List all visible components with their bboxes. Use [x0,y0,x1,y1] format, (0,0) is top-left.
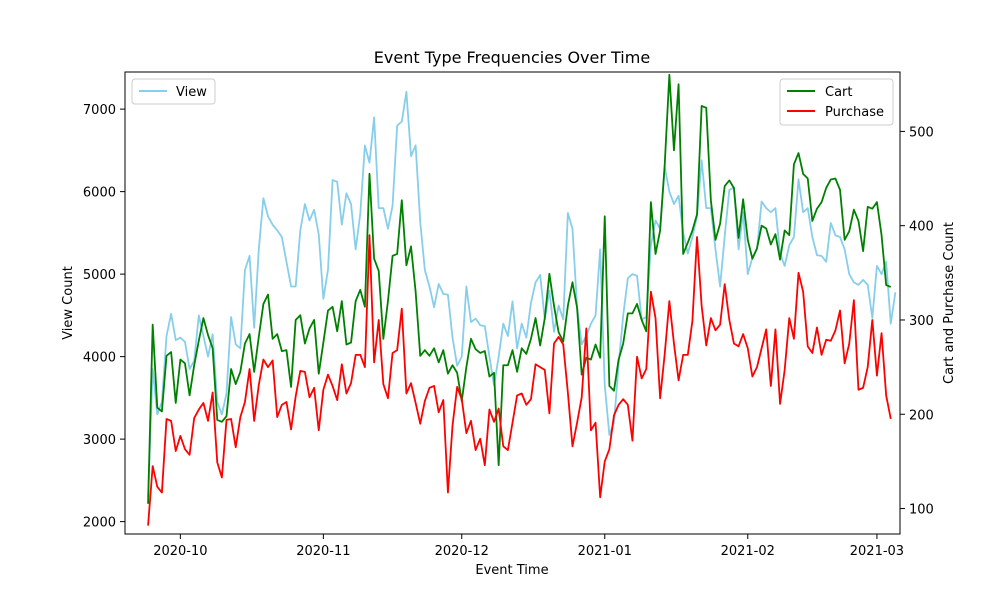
x-tick-label: 2021-02 [721,544,775,559]
series-layer [147,73,897,526]
left-y-tick-label: 3000 [83,433,116,448]
legend-left: View [131,78,216,105]
plot-frame [124,71,901,535]
left-y-tick-label: 7000 [83,103,116,118]
chart-title: Event Type Frequencies Over Time [374,48,650,67]
left-y-tick-label: 6000 [83,186,116,201]
right-y-tick-label: 200 [909,408,934,423]
left-y-tick-label: 2000 [83,516,116,531]
right-y-tick-label: 300 [909,314,934,329]
left-y-tick-label: 4000 [83,351,116,366]
legend-right: Cart Purchase [779,78,894,126]
right-y-tick-label: 100 [909,503,934,518]
x-tick-label: 2020-11 [296,544,350,559]
right-y-tick-label: 500 [909,125,934,140]
series-line-view [147,90,897,497]
legend-left-box [131,78,216,105]
x-tick-label: 2021-03 [850,544,904,559]
right-y-tick-label: 400 [909,220,934,235]
series-line-cart [147,73,892,504]
x-axis: 2020-10 2020-11 2020-12 2021-01 2021-02 2021-… [153,534,904,559]
legend-purchase-label: Purchase [825,105,884,120]
left-y-axis-title: View Count [61,266,76,340]
x-tick-label: 2020-10 [153,544,207,559]
left-y-tick-label: 5000 [83,268,116,283]
series-line-purchase [147,234,892,526]
left-y-axis: 2000 3000 4000 5000 6000 7000 [83,103,125,531]
x-tick-label: 2021-01 [578,544,632,559]
x-tick-label: 2020-12 [435,544,489,559]
right-y-axis: 100 200 300 400 500 [900,125,934,518]
legend-view-label: View [176,85,207,100]
right-y-axis-title: Cart and Purchase Count [942,222,957,384]
x-axis-title: Event Time [475,563,548,578]
legend-cart-label: Cart [825,85,853,100]
